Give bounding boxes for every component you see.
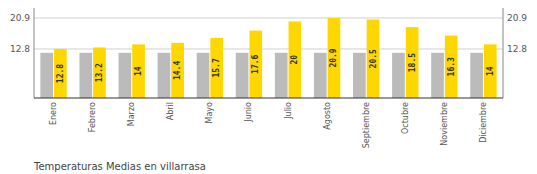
- bar: [445, 36, 458, 98]
- y2-tick-label: 12.8: [507, 44, 527, 54]
- bar: [484, 44, 497, 98]
- bar: [392, 53, 405, 98]
- y-tick-label: 20.9: [10, 13, 30, 23]
- data-label: 16.3: [447, 57, 456, 76]
- x-tick-label: Octubre: [401, 102, 410, 134]
- data-label: 14: [486, 66, 495, 76]
- chart-svg: 12.8 13.2 14 14.4 15.7 17.6 20 20.9 20.5 18.5 16.3…: [0, 0, 537, 174]
- bar: [158, 53, 171, 98]
- grid-line: [34, 17, 503, 18]
- bar: [132, 44, 145, 98]
- bar: [367, 19, 380, 98]
- title: Temperaturas Medias en villarrasa: [33, 161, 206, 172]
- y-axis-line: [34, 8, 35, 98]
- bar: [171, 43, 184, 98]
- bar: [431, 53, 444, 98]
- y-tick-label: 12.8: [10, 44, 30, 54]
- bar: [353, 53, 366, 98]
- bar: [289, 21, 302, 98]
- data-label: 20.5: [369, 49, 378, 68]
- x-tick-label: Noviembre: [440, 102, 449, 146]
- x-axis-line: [34, 97, 503, 98]
- x-tick-label: Diciembre: [479, 102, 488, 143]
- data-label: 17.6: [251, 54, 260, 73]
- x-tick-label: Julio: [284, 102, 293, 120]
- data-label: 14: [134, 66, 143, 76]
- bar: [275, 53, 288, 98]
- bar: [236, 53, 249, 98]
- chart-container: 12.8 13.2 14 14.4 15.7 17.6 20 20.9 20.5 18.5 16.3…: [0, 0, 537, 174]
- data-label: 13.2: [95, 63, 104, 82]
- x-tick-label: Agosto: [323, 102, 332, 130]
- data-label: 15.7: [212, 58, 221, 77]
- x-tick-label: Mayo: [205, 102, 214, 124]
- data-label: 18.5: [408, 53, 417, 72]
- bar: [79, 53, 92, 98]
- x-tick-label: Febrero: [88, 102, 97, 132]
- bar: [93, 47, 106, 98]
- x-tick-label: Junio: [244, 102, 253, 123]
- bar: [328, 18, 341, 98]
- bar: [406, 27, 419, 98]
- x-tick-label: Enero: [49, 102, 58, 125]
- bar: [54, 49, 67, 98]
- x-tick-label: Marzo: [127, 102, 136, 126]
- y2-axis-line: [503, 8, 504, 98]
- bar: [249, 31, 262, 98]
- bar: [40, 53, 53, 98]
- y2-tick-label: 20.9: [507, 13, 527, 23]
- x-tick-label: Abril: [166, 102, 175, 120]
- bar: [470, 53, 483, 98]
- bar: [119, 53, 132, 98]
- data-label: 14.4: [173, 61, 182, 80]
- bars: [40, 18, 496, 98]
- bar: [197, 53, 210, 98]
- data-label: 20.9: [329, 48, 338, 67]
- bar: [314, 53, 327, 98]
- data-label: 20: [290, 55, 299, 65]
- bar: [210, 38, 223, 98]
- data-label: 12.8: [56, 64, 65, 83]
- x-tick-label: Septiembre: [362, 102, 371, 148]
